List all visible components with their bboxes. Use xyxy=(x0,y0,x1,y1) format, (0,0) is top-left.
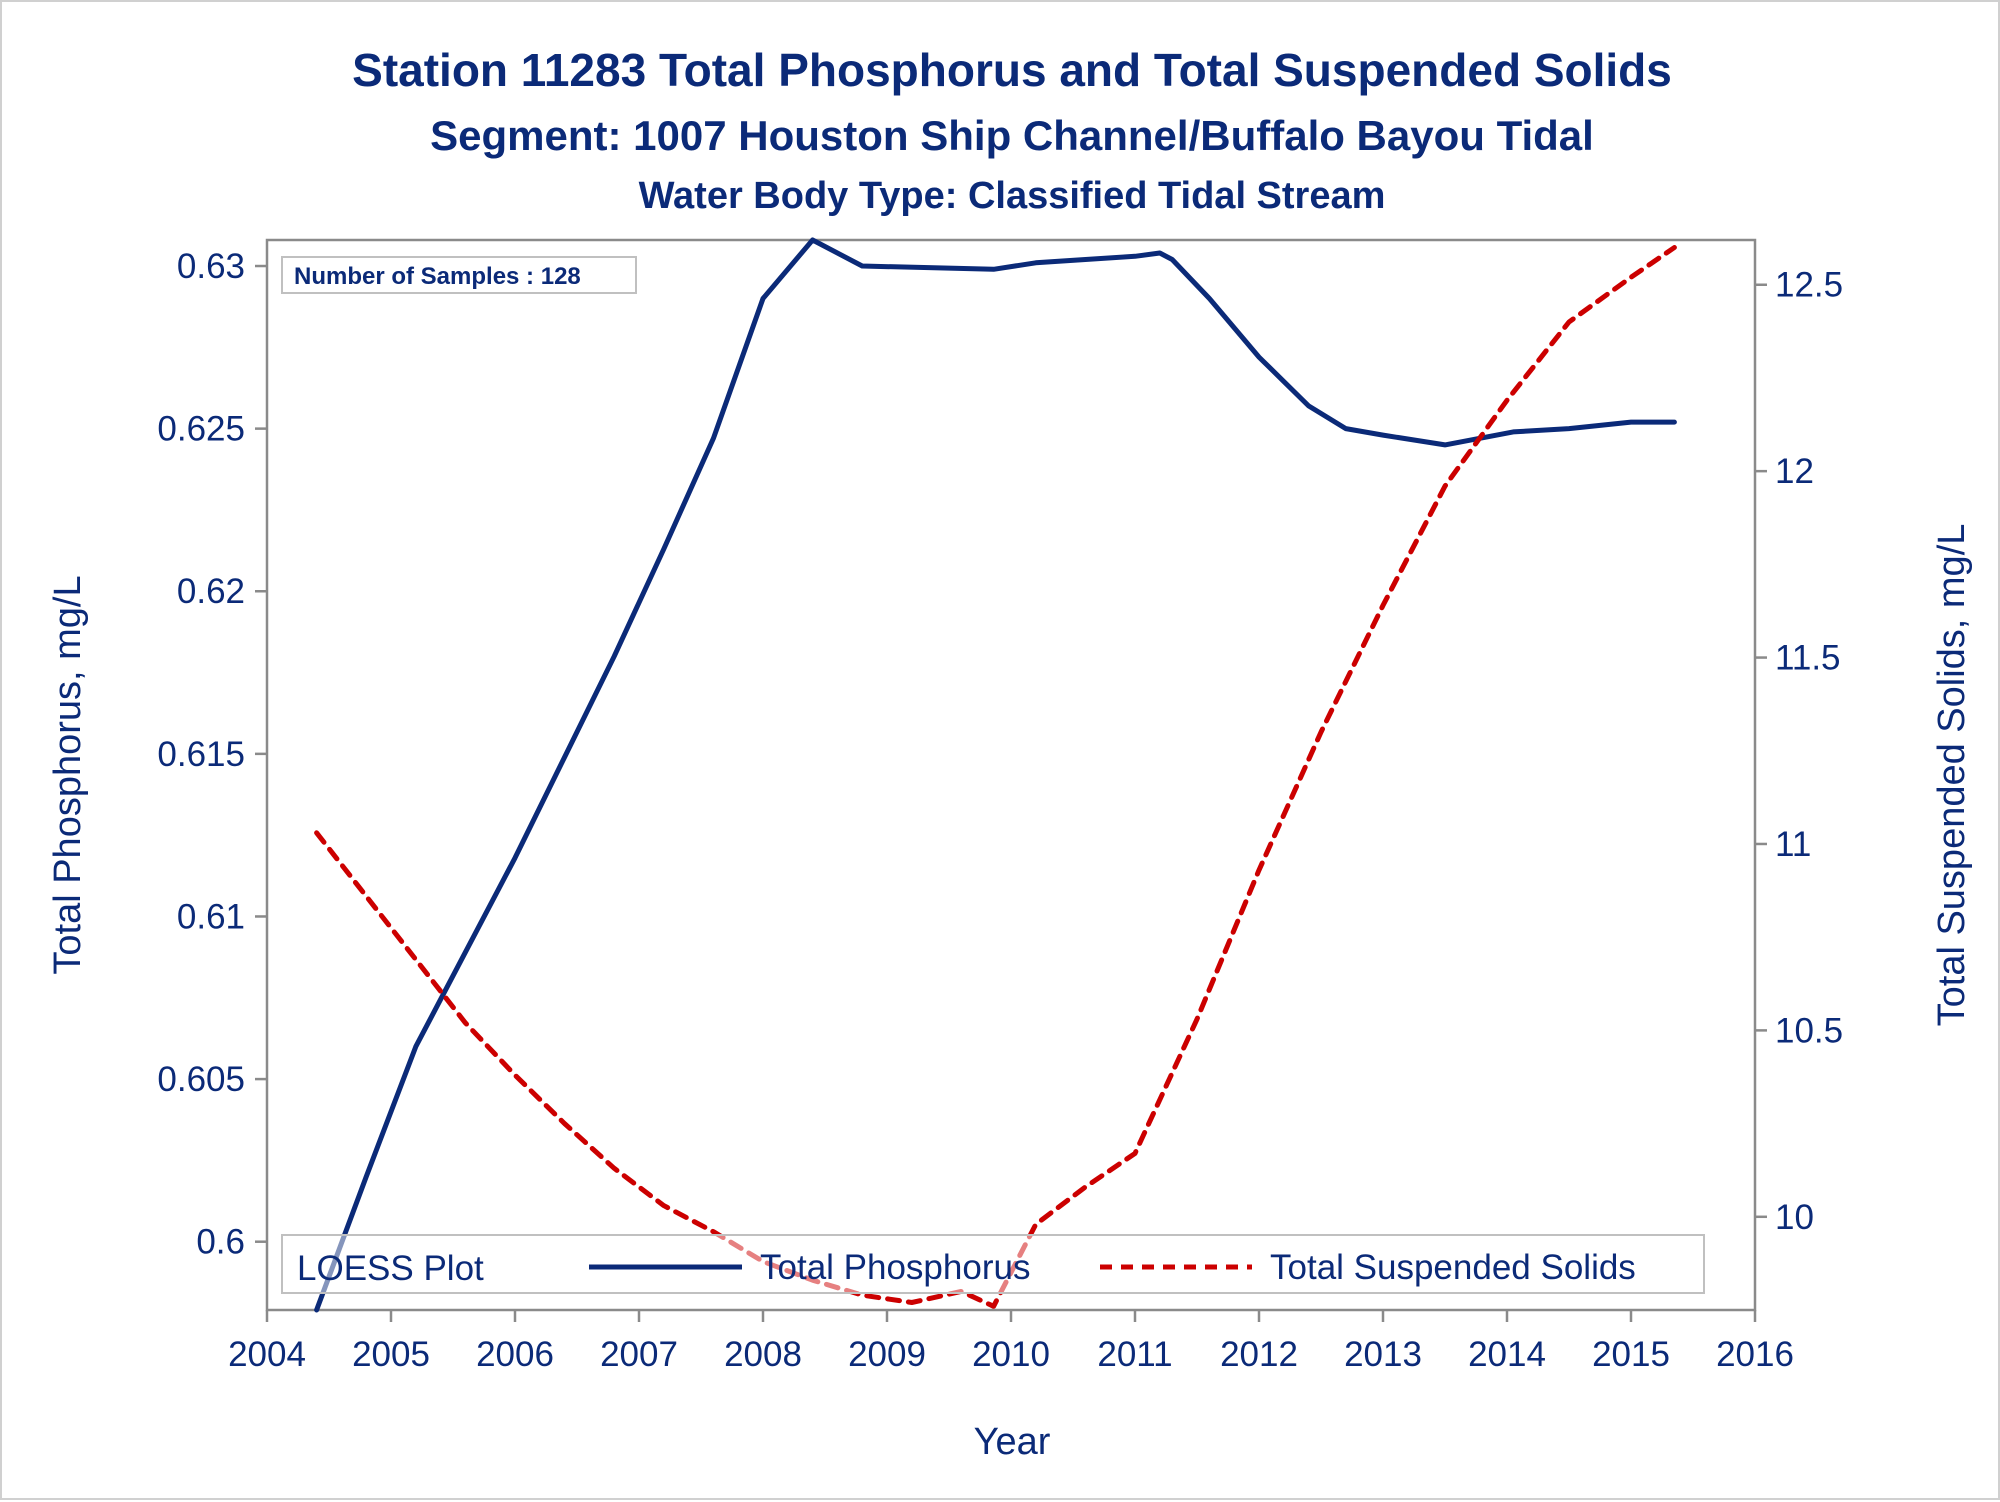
x-axis-label: Year xyxy=(974,1421,1051,1463)
y2-tick-label: 11 xyxy=(1775,825,1811,864)
x-tick-label: 2015 xyxy=(1592,1335,1670,1374)
y2-tick-label: 12 xyxy=(1775,452,1814,491)
series-line-phosphorus xyxy=(314,237,1677,1313)
y-tick-label: 0.6 xyxy=(196,1223,245,1262)
series-layer xyxy=(314,237,1677,1313)
x-tick-label: 2009 xyxy=(848,1335,926,1374)
legend: LOESS Plot Total Phosphorus Total Suspen… xyxy=(281,1234,1705,1294)
y2-tick-label: 10.5 xyxy=(1775,1011,1843,1050)
x-tick-label: 2011 xyxy=(1097,1335,1172,1374)
sample-count-text: Number of Samples : 128 xyxy=(294,263,581,290)
sample-count-box: Number of Samples : 128 xyxy=(281,256,637,294)
y2-tick-label: 12.5 xyxy=(1775,266,1843,305)
y-tick-label: 0.61 xyxy=(177,897,245,936)
x-tick-label: 2008 xyxy=(724,1335,802,1374)
chart-subtitle-2: Water Body Type: Classified Tidal Stream xyxy=(639,175,1386,217)
x-tick-label: 2012 xyxy=(1220,1335,1298,1374)
x-tick-label: 2013 xyxy=(1344,1335,1422,1374)
x-tick-label: 2004 xyxy=(228,1335,306,1374)
y2-tick-label: 10 xyxy=(1775,1198,1814,1237)
x-tick-label: 2007 xyxy=(600,1335,678,1374)
y-tick-label: 0.625 xyxy=(157,410,245,449)
y-axis-left: 0.6 0.605 0.61 0.615 0.62 0.625 0.63 xyxy=(157,247,267,1262)
x-tick-label: 2010 xyxy=(972,1335,1050,1374)
legend-entry-tss: Total Suspended Solids xyxy=(1270,1248,1636,1287)
x-tick-label: 2006 xyxy=(476,1335,554,1374)
x-tick-label: 2016 xyxy=(1716,1335,1794,1374)
legend-title: LOESS Plot xyxy=(297,1249,484,1288)
series-line-tss xyxy=(314,245,1677,1309)
legend-entry-phosphorus: Total Phosphorus xyxy=(760,1248,1030,1287)
chart-title: Station 11283 Total Phosphorus and Total… xyxy=(352,44,1672,96)
y-tick-label: 0.62 xyxy=(177,572,245,611)
y-axis-label: Total Phosphorus, mg/L xyxy=(47,575,89,974)
y-tick-label: 0.615 xyxy=(157,735,245,774)
chart-subtitle: Segment: 1007 Houston Ship Channel/Buffa… xyxy=(430,112,1594,159)
x-tick-label: 2014 xyxy=(1468,1335,1546,1374)
x-axis: 2004 2005 2006 2007 2008 2009 2010 2011 2012 2013… xyxy=(228,1310,1794,1374)
y-tick-label: 0.605 xyxy=(157,1060,245,1099)
y2-axis-label: Total Suspended Solids, mg/L xyxy=(1931,524,1973,1027)
y2-tick-label: 11.5 xyxy=(1775,639,1841,678)
plot-area xyxy=(265,238,1757,1312)
y-axis-right: 10 10.5 11 11.5 12 12.5 xyxy=(1755,266,1843,1237)
legend-box xyxy=(281,1234,1705,1294)
y-tick-label: 0.63 xyxy=(177,247,245,286)
x-tick-label: 2005 xyxy=(352,1335,430,1374)
